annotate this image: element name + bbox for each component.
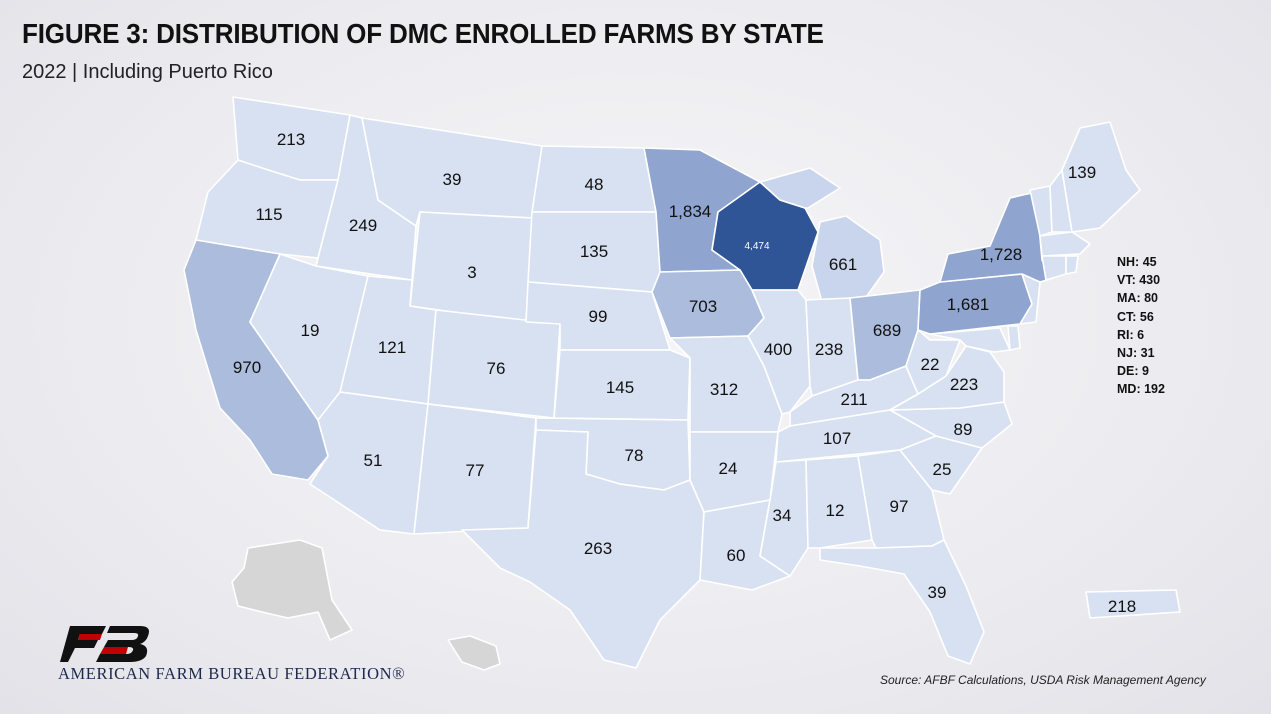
label-PR: 218 — [1108, 597, 1136, 616]
label-SD: 135 — [580, 242, 608, 261]
label-OK: 78 — [625, 446, 644, 465]
label-MI: 661 — [829, 255, 857, 274]
label-LA: 60 — [727, 546, 746, 565]
figure-subtitle: 2022 | Including Puerto Rico — [22, 61, 273, 83]
label-NC: 89 — [954, 420, 973, 439]
label-ID: 249 — [349, 216, 377, 235]
figure-title: FIGURE 3: DISTRIBUTION OF DMC ENROLLED F… — [22, 18, 824, 49]
small-state-NJ: NJ: 31 — [1117, 346, 1155, 361]
small-state-MA: MA: 80 — [1117, 291, 1158, 306]
label-AR: 24 — [719, 459, 738, 478]
label-ND: 48 — [585, 175, 604, 194]
label-IL: 400 — [764, 340, 792, 359]
state-labels: 213 115 970 249 19 39 3 121 51 76 77 48 … — [233, 130, 1136, 616]
label-KY: 211 — [840, 390, 867, 409]
state-HI — [447, 635, 501, 671]
state-IL — [747, 289, 811, 415]
small-state-DE: DE: 9 — [1117, 364, 1149, 379]
state-ME — [1061, 121, 1141, 233]
label-WA: 213 — [277, 130, 305, 149]
state-AL — [805, 455, 873, 549]
state-SC — [899, 435, 983, 495]
label-NV: 19 — [301, 321, 320, 340]
label-PA: 1,681 — [947, 295, 990, 314]
label-UT: 121 — [378, 338, 406, 357]
logo-red-stripe-b — [100, 647, 128, 654]
state-MD — [929, 327, 1011, 353]
afbf-logo — [60, 626, 149, 662]
logo-red-stripe — [78, 634, 102, 640]
label-NM: 77 — [466, 461, 485, 480]
label-GA: 97 — [890, 497, 909, 516]
label-OH: 689 — [873, 321, 901, 340]
label-NY: 1,728 — [980, 245, 1023, 264]
label-CA: 970 — [233, 358, 261, 377]
label-NE: 99 — [589, 307, 608, 326]
label-WY: 3 — [467, 263, 476, 282]
state-AK — [231, 539, 353, 641]
label-ME: 139 — [1068, 163, 1096, 182]
label-MT: 39 — [443, 170, 462, 189]
label-SC: 25 — [933, 460, 952, 479]
label-WI: 4,474 — [744, 241, 769, 252]
state-MI — [759, 167, 885, 303]
small-state-RI: RI: 6 — [1117, 327, 1145, 342]
state-MA — [1039, 231, 1091, 257]
small-state-VT: VT: 430 — [1117, 273, 1161, 288]
label-MN: 1,834 — [669, 202, 712, 221]
state-DE — [1007, 325, 1021, 351]
label-WV: 22 — [921, 355, 940, 374]
label-CO: 76 — [487, 359, 506, 378]
logo-f-shape — [60, 626, 106, 662]
small-state-MD: MD: 192 — [1117, 382, 1165, 397]
logo-b-shape — [96, 626, 149, 662]
label-IA: 703 — [689, 297, 717, 316]
label-AL: 12 — [826, 501, 845, 520]
label-TN: 107 — [823, 429, 851, 448]
label-VA: 223 — [950, 375, 978, 394]
label-OR: 115 — [255, 205, 282, 224]
label-TX: 263 — [584, 539, 612, 558]
label-AZ: 51 — [364, 451, 383, 470]
label-FL: 39 — [928, 583, 947, 602]
label-MO: 312 — [710, 380, 738, 399]
state-CT — [1041, 255, 1067, 281]
small-state-CT: CT: 56 — [1117, 309, 1154, 324]
state-KS — [553, 349, 691, 421]
label-IN: 238 — [815, 340, 843, 359]
state-FL — [819, 539, 985, 665]
source-note: Source: AFBF Calculations, USDA Risk Man… — [880, 673, 1206, 687]
state-RI — [1065, 255, 1079, 275]
organization-name: AMERICAN FARM BUREAU FEDERATION® — [58, 664, 406, 683]
small-states-legend: NH: 45 VT: 430 MA: 80 CT: 56 RI: 6 NJ: 3… — [1117, 253, 1165, 399]
state-TX — [461, 429, 705, 669]
small-state-NH: NH: 45 — [1117, 255, 1157, 269]
state-PR — [1085, 589, 1181, 619]
label-MS: 34 — [773, 506, 792, 525]
label-KS: 145 — [606, 378, 634, 397]
